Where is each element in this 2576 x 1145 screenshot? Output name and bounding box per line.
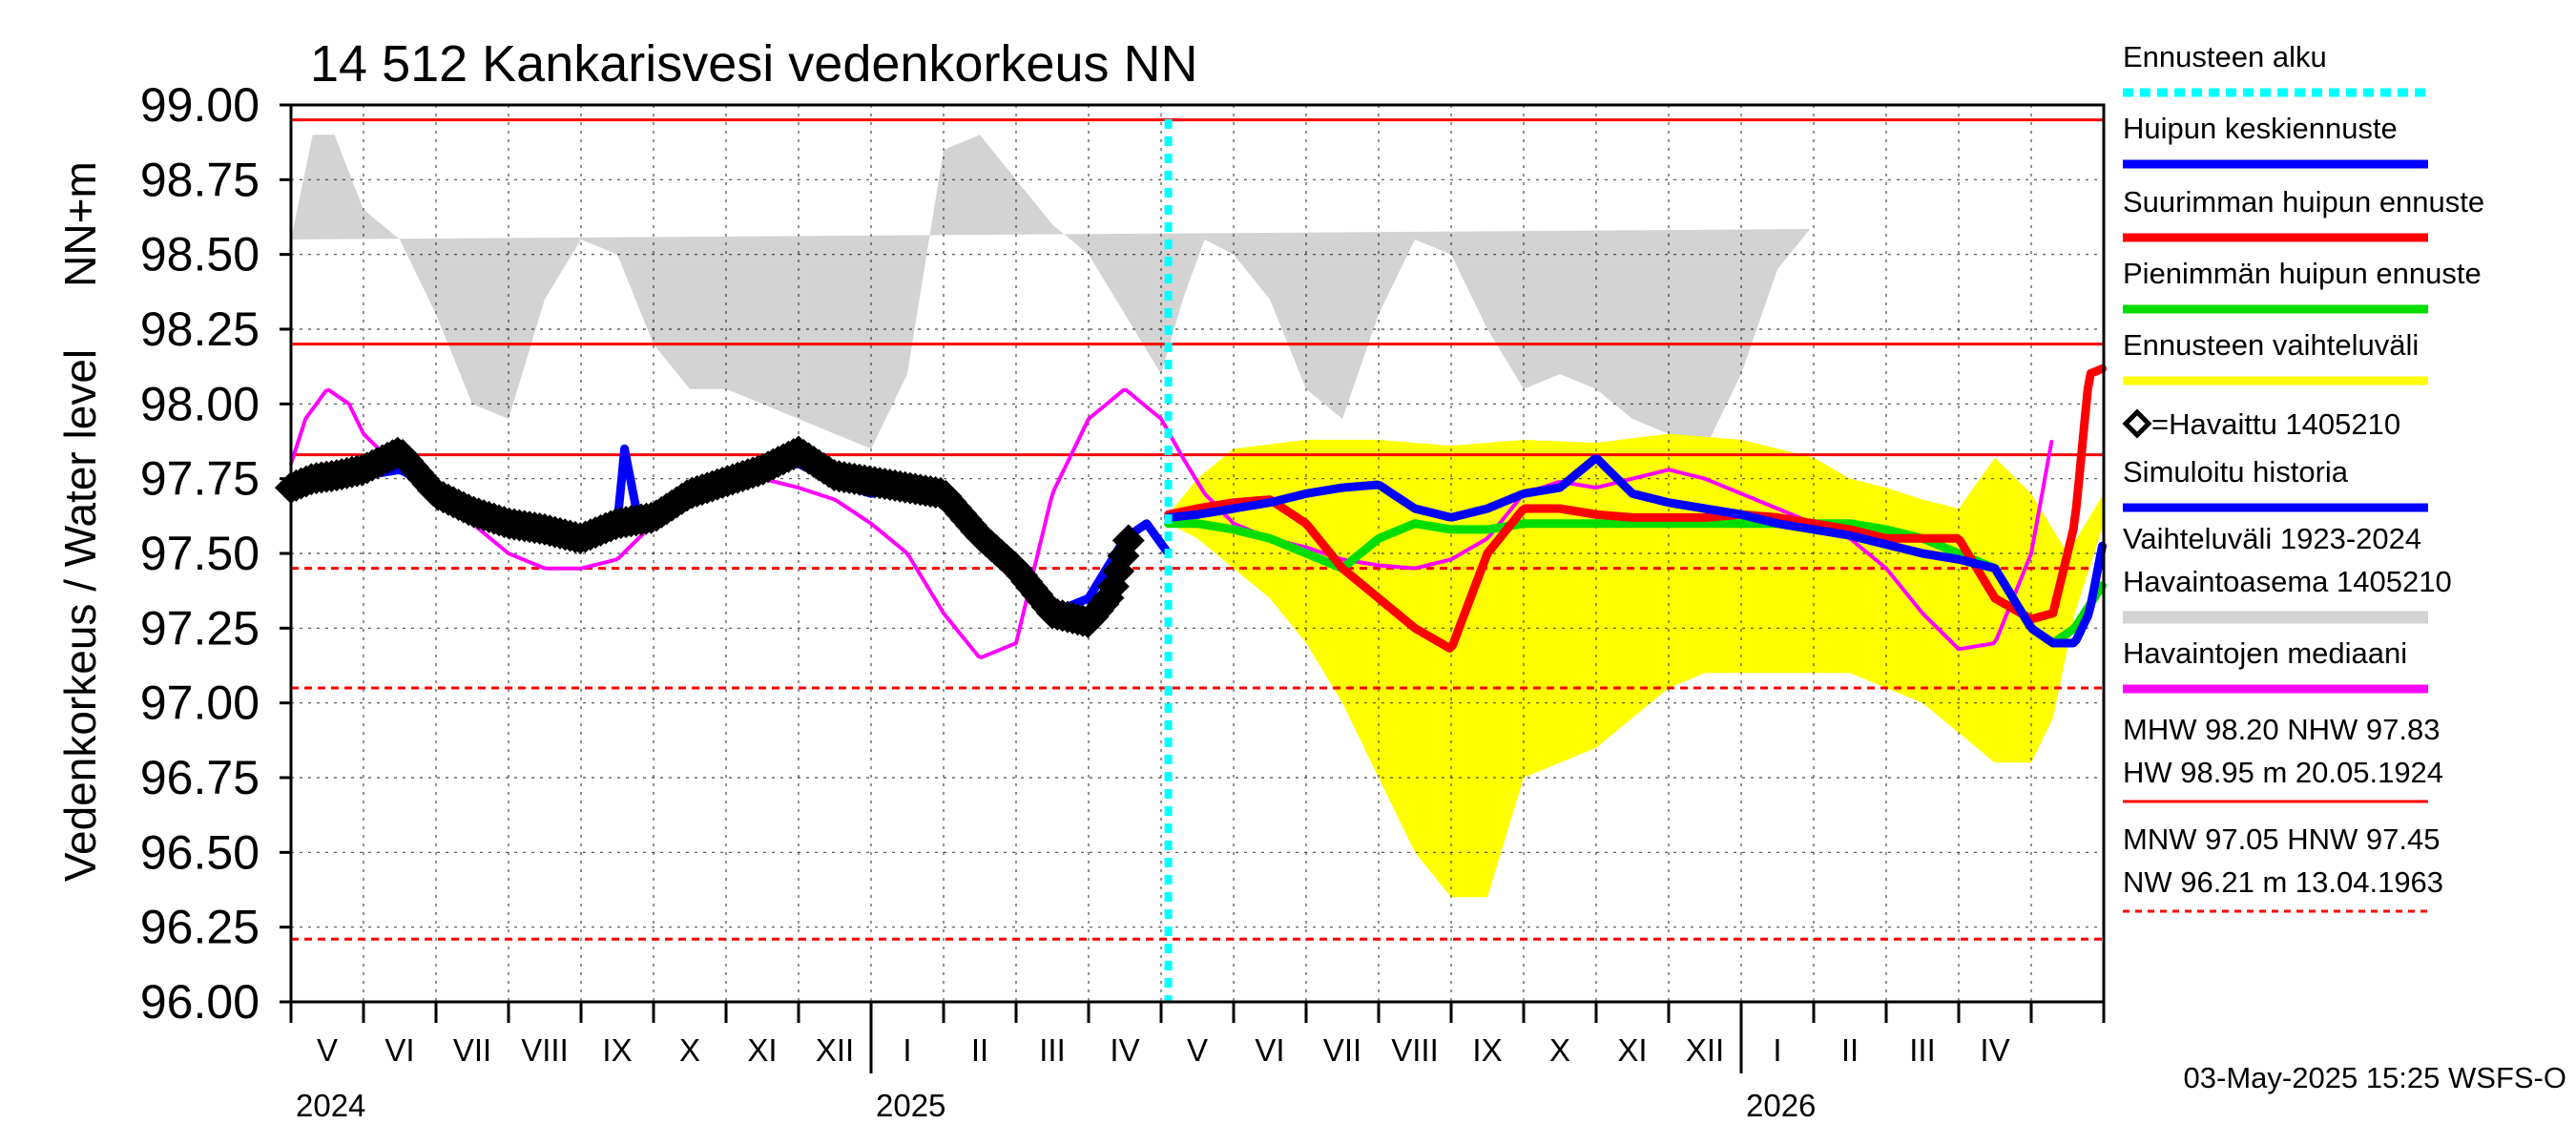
y-tick-label: 97.25 (140, 601, 260, 655)
x-month-label: I (903, 1032, 911, 1068)
stats-hw: HW 98.95 m 20.05.1924 (2123, 756, 2443, 789)
forecast-range-band (1168, 433, 2104, 898)
x-month-label: IV (1110, 1032, 1139, 1068)
legend-item: Suurimman huipun ennuste (2123, 185, 2484, 242)
band-layer (291, 135, 2104, 898)
legend-item: Vaihteluväli 1923-2024 Havaintoasema 140… (2123, 522, 2452, 624)
legend-label: Huipun keskiennuste (2123, 112, 2398, 145)
x-month-label: VIII (1391, 1032, 1439, 1068)
mean-peak-forecast-line (1164, 454, 2107, 648)
legend: Ennusteen alku Huipun keskiennuste Suurimm… (2122, 40, 2484, 694)
x-month-label: X (679, 1032, 700, 1068)
x-month-label: II (1841, 1032, 1859, 1068)
y-tick-label: 99.00 (140, 78, 260, 132)
x-month-label: XI (747, 1032, 777, 1068)
legend-label: Ennusteen vaihteluväli (2123, 328, 2419, 362)
x-month-label: II (971, 1032, 988, 1068)
legend-label: =Havaittu 1405210 (2151, 407, 2400, 441)
chart-title: 14 512 Kankarisvesi vedenkorkeus NN (310, 35, 1198, 93)
historical-range-band (291, 135, 1811, 449)
x-month-label: III (1039, 1032, 1066, 1068)
y-tick-label: 96.00 (140, 975, 260, 1029)
stats-mhw-nhw: MHW 98.20 NHW 97.83 (2123, 713, 2441, 746)
y-tick-label: 97.75 (140, 452, 260, 506)
x-month-label: I (1773, 1032, 1781, 1068)
x-month-label: IX (1472, 1032, 1502, 1068)
series-layer (275, 119, 2107, 1002)
legend-label: Vaihteluväli 1923-2024 (2123, 522, 2421, 555)
legend-item: Ennusteen alku (2123, 40, 2428, 97)
x-month-label: X (1549, 1032, 1570, 1068)
x-month-label: VI (1255, 1032, 1284, 1068)
axis-layer: 96.00 96.25 96.50 96.75 97.00 97.25 97.50 97.75… (140, 78, 2106, 1123)
observed-marker (1111, 524, 1145, 557)
x-month-label: V (1187, 1032, 1208, 1068)
legend-item: =Havaittu 1405210 (2122, 407, 2400, 441)
max-peak-forecast-line (1164, 364, 2107, 653)
legend-label: Havaintoasema 1405210 (2123, 565, 2452, 598)
x-month-label: IV (1980, 1032, 2009, 1068)
legend-label: Pienimmän huipun ennuste (2123, 257, 2482, 290)
legend-item: Ennusteen vaihteluväli (2123, 328, 2428, 385)
y-tick-label: 97.50 (140, 527, 260, 580)
y-tick-label: 98.00 (140, 377, 260, 430)
y-tick-label: 96.75 (140, 751, 260, 804)
legend-item: Huipun keskiennuste (2123, 112, 2428, 169)
y-tick-label: 96.25 (140, 901, 260, 954)
legend-item: Simuloitu historia (2123, 455, 2428, 512)
x-month-label: IX (602, 1032, 632, 1068)
x-month-label: VI (384, 1032, 414, 1068)
y-tick-label: 98.50 (140, 228, 260, 281)
legend-label: Havaintojen mediaani (2123, 636, 2407, 670)
y-tick-label: 96.50 (140, 825, 260, 879)
y-tick-label: 97.00 (140, 677, 260, 730)
stats-mnw-hnw: MNW 97.05 HNW 97.45 (2123, 822, 2441, 856)
legend-label: Simuloitu historia (2123, 455, 2349, 489)
x-month-label: III (1909, 1032, 1936, 1068)
x-month-label: VII (1323, 1032, 1361, 1068)
y-axis-unit-label: NN+m (55, 161, 105, 287)
footer-timestamp: 03-May-2025 15:25 WSFS-O (2184, 1061, 2566, 1094)
legend-item: Pienimmän huipun ennuste (2123, 257, 2482, 314)
x-month-label: XII (816, 1032, 854, 1068)
x-year-label: 2025 (876, 1088, 945, 1123)
x-month-label: XI (1617, 1032, 1647, 1068)
x-month-label: V (317, 1032, 338, 1068)
legend-label: Ennusteen alku (2123, 40, 2327, 73)
x-year-label: 2024 (296, 1088, 365, 1123)
reference-line-layer (291, 118, 2104, 941)
x-month-label: XII (1686, 1032, 1724, 1068)
x-month-label: VIII (521, 1032, 569, 1068)
y-axis-label: Vedenkorkeus / Water level (55, 349, 105, 882)
legend-item: Havaintojen mediaani (2123, 636, 2428, 694)
x-year-label: 2026 (1746, 1088, 1816, 1123)
y-tick-label: 98.25 (140, 302, 260, 356)
x-month-label: VII (453, 1032, 491, 1068)
legend-label: Suurimman huipun ennuste (2123, 185, 2484, 219)
stats-nw: NW 96.21 m 13.04.1963 (2123, 865, 2443, 899)
y-tick-label: 98.75 (140, 153, 260, 206)
legend-swatch-diamond (2122, 408, 2152, 439)
min-peak-forecast-line (1164, 519, 2107, 648)
